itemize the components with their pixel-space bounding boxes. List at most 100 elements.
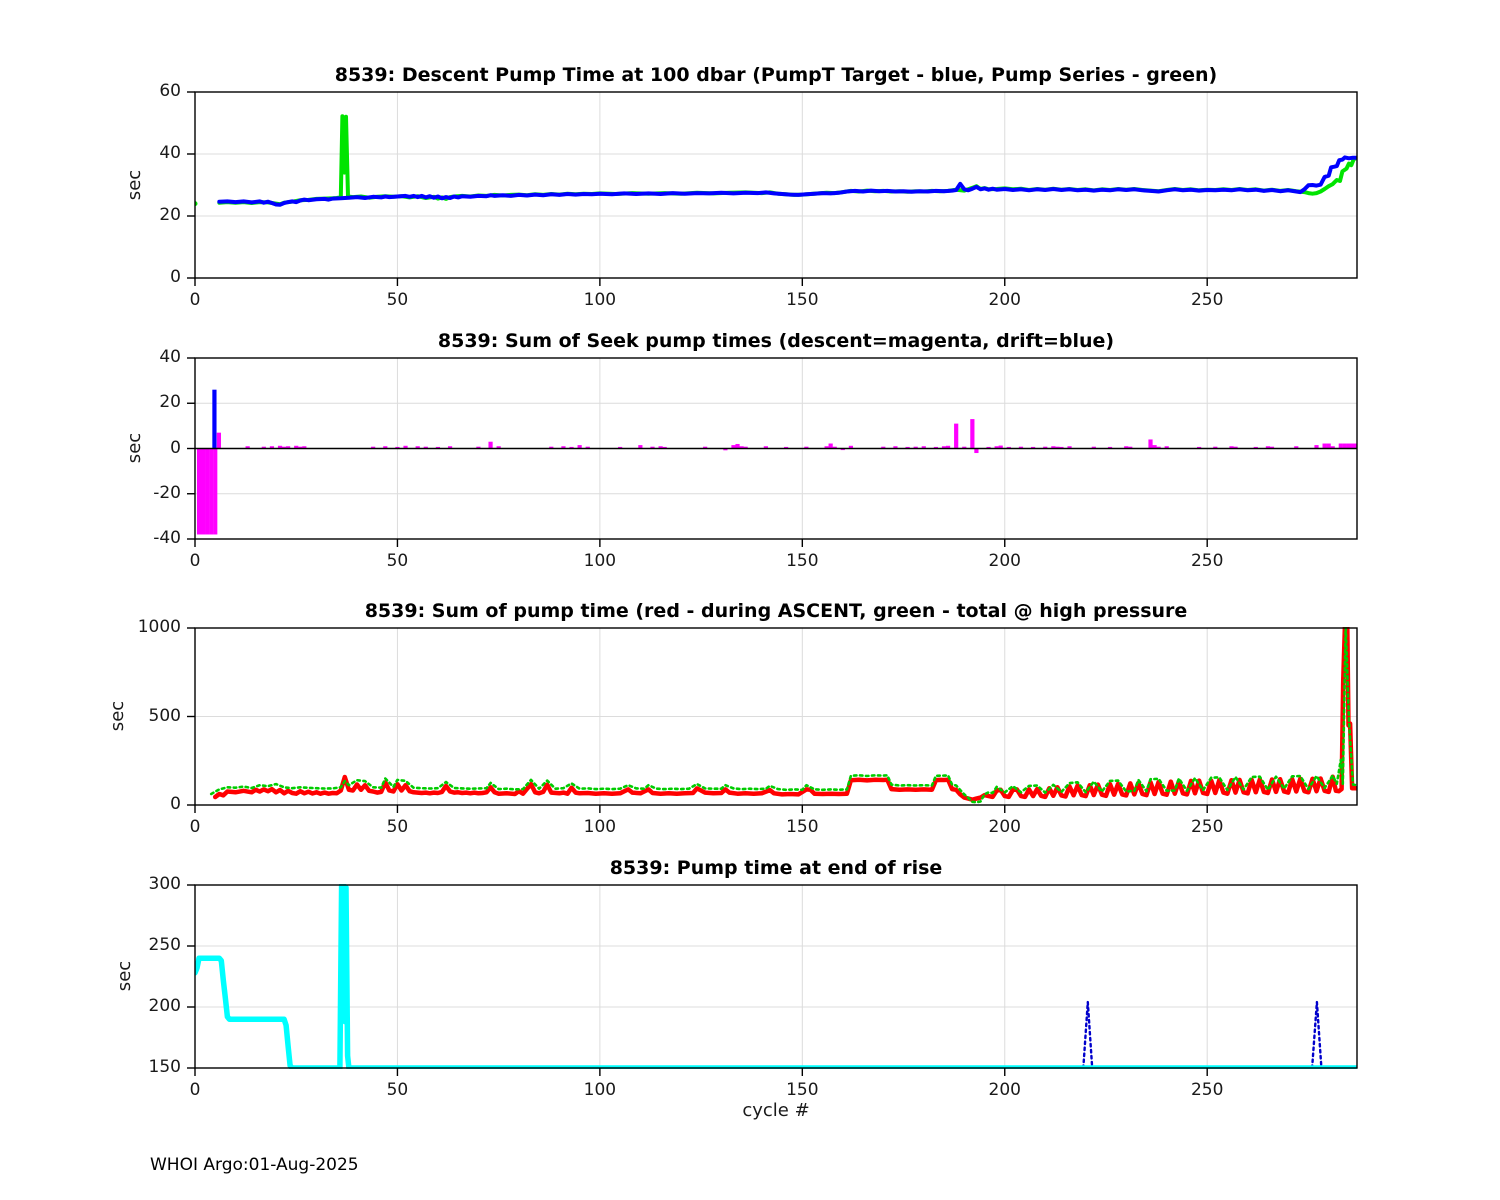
bar-descent-seek — [941, 446, 947, 449]
bar-descent-seek — [1124, 446, 1129, 449]
x-tick-label: 250 — [1190, 1080, 1224, 1100]
y-tick-label: 0 — [170, 437, 181, 458]
y-tick-label: 500 — [148, 705, 181, 726]
bar-descent-seek — [954, 423, 959, 449]
bar-descent-seek — [213, 448, 218, 535]
bar-descent-seek — [1091, 446, 1096, 449]
bar-descent-seek — [962, 446, 967, 449]
bar-descent-seek — [216, 432, 221, 449]
x-tick-label: 0 — [189, 290, 201, 310]
bar-drift-seek — [212, 389, 217, 449]
bar-descent-seek — [848, 445, 854, 449]
bar-descent-seek — [1148, 439, 1153, 449]
bar-descent-seek — [403, 445, 408, 449]
bar-descent-seek — [476, 446, 481, 449]
x-tick-label: 200 — [988, 551, 1021, 571]
bar-descent-seek — [415, 446, 420, 449]
y-tick-label: 0 — [170, 794, 181, 814]
bar-descent-seek — [723, 448, 728, 451]
x-tick-label: 150 — [786, 1080, 819, 1100]
bar-descent-seek — [763, 446, 768, 449]
series-ascent-pump-time — [212, 627, 1357, 802]
bar-descent-seek — [1233, 446, 1238, 449]
x-axis-label: cycle # — [742, 1100, 810, 1121]
y-tick-label: 40 — [159, 143, 181, 163]
chart1-title: 8539: Descent Pump Time at 100 dbar (Pum… — [334, 64, 1218, 86]
x-tick-label: 100 — [583, 1080, 617, 1100]
bar-descent-seek — [245, 446, 250, 449]
bar-descent-seek — [577, 445, 582, 449]
x-tick-label: 100 — [583, 551, 617, 571]
bar-descent-seek — [1342, 443, 1347, 449]
bar-descent-seek — [383, 446, 388, 449]
bar-descent-seek — [1067, 446, 1072, 449]
x-tick-label: 150 — [786, 551, 819, 571]
chart-panel-3 — [187, 627, 1358, 813]
bar-descent-seek — [196, 448, 202, 535]
axes-frame — [194, 884, 1358, 1069]
y-tick-label: -20 — [153, 482, 181, 503]
footer-text: WHOI Argo:01-Aug-2025 — [150, 1155, 359, 1175]
bar-descent-seek — [921, 446, 926, 449]
bar-descent-seek — [205, 448, 210, 535]
bar-descent-seek — [1229, 446, 1234, 449]
x-tick-label: 150 — [786, 290, 819, 310]
bar-descent-seek — [1294, 446, 1299, 449]
bar-descent-seek — [1043, 446, 1048, 449]
x-tick-label: 50 — [386, 551, 409, 571]
bar-descent-seek — [1354, 443, 1357, 449]
bar-descent-seek — [804, 446, 809, 449]
series-end-of-rise-secondary — [1310, 1000, 1323, 1069]
x-tick-label: 50 — [386, 1080, 409, 1100]
series-end-of-rise-pump-time — [195, 884, 1357, 1069]
x-tick-label: 150 — [786, 817, 819, 837]
y-tick-label: -40 — [153, 528, 181, 548]
series-end-of-rise-secondary — [1082, 1000, 1094, 1069]
bar-descent-seek — [423, 446, 428, 449]
bar-descent-seek — [269, 446, 275, 449]
x-tick-label: 200 — [988, 817, 1021, 837]
bar-descent-seek — [1346, 443, 1352, 449]
y-tick-label: 20 — [159, 205, 181, 225]
bar-descent-seek — [549, 446, 554, 449]
bar-descent-seek — [286, 446, 291, 449]
bar-descent-seek — [1265, 446, 1271, 449]
x-tick-label: 100 — [583, 290, 617, 310]
chart-panel-2 — [187, 357, 1358, 547]
bar-descent-seek — [638, 445, 643, 449]
x-tick-label: 250 — [1190, 290, 1224, 310]
y-tick-label: 300 — [148, 874, 181, 894]
bar-descent-seek — [945, 445, 951, 449]
x-tick-label: 0 — [189, 817, 201, 837]
bar-descent-seek — [1213, 446, 1218, 449]
chart4-title: 8539: Pump time at end of rise — [609, 857, 943, 879]
series-total-high-pressure — [209, 627, 1357, 804]
x-tick-label: 0 — [189, 1080, 201, 1100]
bar-descent-seek — [209, 448, 214, 535]
bar-descent-seek — [281, 446, 287, 449]
y-tick-label: 0 — [170, 267, 181, 287]
bar-descent-seek — [739, 446, 744, 449]
x-tick-label: 50 — [386, 290, 409, 310]
bar-descent-seek — [824, 446, 829, 449]
bar-descent-seek — [371, 446, 376, 449]
y-tick-label: 250 — [148, 935, 181, 955]
bar-descent-seek — [488, 441, 493, 449]
x-tick-label: 200 — [988, 1080, 1021, 1100]
bar-descent-seek — [302, 446, 307, 449]
bar-descent-seek — [998, 445, 1003, 449]
bar-descent-seek — [1018, 446, 1024, 449]
bar-descent-seek — [974, 448, 979, 454]
chart3-title: 8539: Sum of pump time (red - during ASC… — [364, 600, 1188, 622]
bar-descent-seek — [1128, 446, 1133, 449]
bar-descent-seek — [1338, 443, 1343, 449]
x-tick-label: 100 — [583, 817, 617, 837]
bar-descent-seek — [561, 446, 566, 449]
bar-descent-seek — [585, 446, 590, 449]
bar-descent-seek — [828, 443, 833, 449]
bar-descent-seek — [1330, 446, 1335, 449]
y-tick-label: 200 — [148, 996, 181, 1016]
bar-descent-seek — [298, 446, 303, 449]
bar-descent-seek — [261, 446, 266, 449]
